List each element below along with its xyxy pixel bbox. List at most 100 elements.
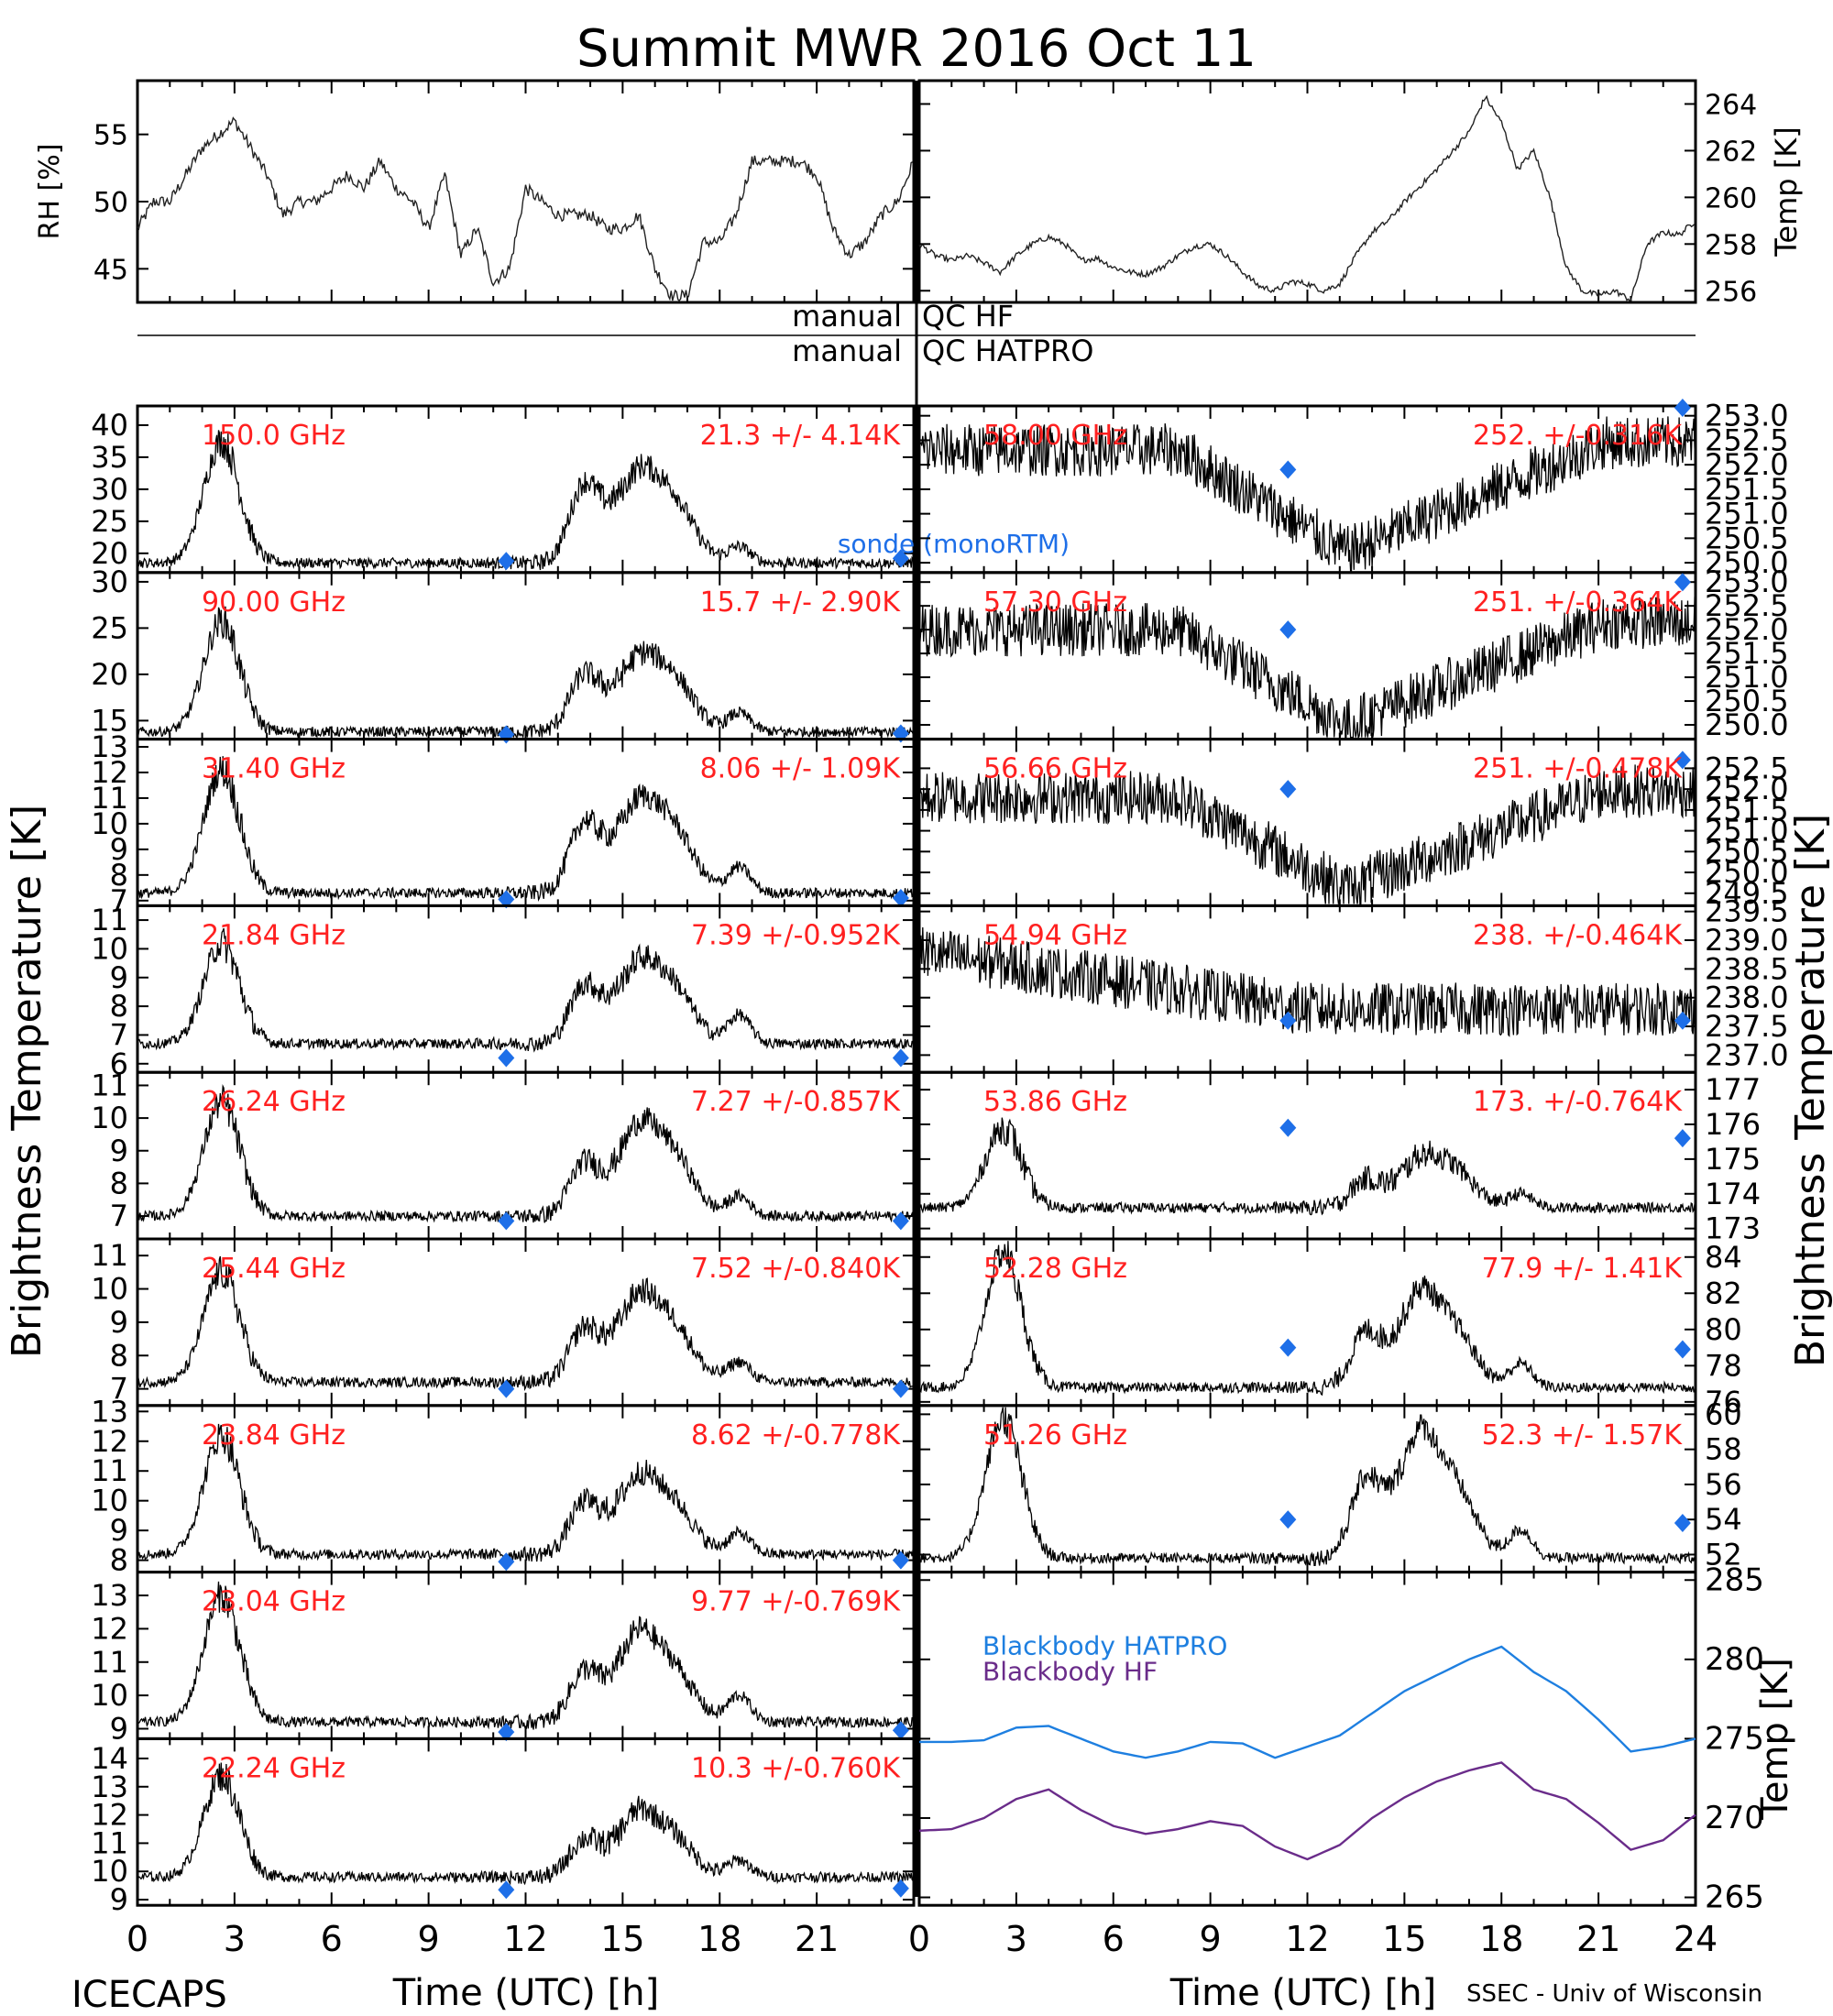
rh-panel <box>136 79 916 304</box>
right-channel-1-freq-label: 57.30 GHz <box>983 586 1127 619</box>
y-tick-label: 8 <box>110 1338 128 1373</box>
left-channel-6-freq-label: 23.84 GHz <box>202 1419 346 1452</box>
y-tick-label: 9 <box>110 1305 128 1340</box>
right-channel-4-freq-label: 53.86 GHz <box>983 1086 1127 1118</box>
y-tick-label: 251.5 <box>1705 636 1789 671</box>
blackbody-legend-0: Blackbody HATPRO <box>982 1631 1227 1661</box>
y-tick-label: 176 <box>1705 1107 1761 1142</box>
y-tick-label: 10 <box>91 1678 128 1713</box>
right-channel-2-freq-label: 56.66 GHz <box>983 753 1127 785</box>
y-tick-label: 260 <box>1705 182 1757 214</box>
right-channel-2-trace <box>918 764 1696 905</box>
y-tick-label: 252.0 <box>1705 772 1789 806</box>
blackbody-series-1 <box>918 1761 1696 1861</box>
y-tick-label: 250.5 <box>1705 520 1789 555</box>
y-tick-label: 174 <box>1705 1177 1761 1211</box>
y-tick-label: 252.5 <box>1705 751 1789 785</box>
x-tick-label: 24 <box>1674 1919 1718 1959</box>
y-tick-label: 237.0 <box>1705 1037 1789 1072</box>
y-tick-label: 84 <box>1705 1240 1742 1275</box>
x-tick-label: 3 <box>224 1919 246 1959</box>
y-tick-label: 11 <box>91 1645 128 1680</box>
left-channel-7-stat-label: 9.77 +/-0.769K <box>691 1586 901 1618</box>
y-tick-label: 7 <box>110 1017 128 1052</box>
qc-hf-label: QC HF <box>922 299 1014 334</box>
y-tick-label: 280 <box>1705 1641 1764 1678</box>
y-tick-label: 253.0 <box>1705 399 1789 433</box>
left-channel-5-model-point <box>892 1379 909 1398</box>
y-tick-label: 55 <box>93 120 128 152</box>
right-channel-2-model-point <box>1279 780 1297 799</box>
y-tick-label: 54 <box>1705 1502 1742 1537</box>
right-channel-5-model-point <box>1279 1338 1297 1357</box>
temp-panel <box>917 79 1697 304</box>
x-tick-label: 12 <box>1285 1919 1329 1959</box>
right-channel-0-model-point <box>1279 460 1297 479</box>
blackbody-panel-x-ticks <box>918 1572 1696 1906</box>
right-channel-4-model-point <box>1674 1129 1691 1148</box>
temp-axis-label: Temp [K] <box>1769 126 1804 257</box>
y-tick-label: 12 <box>91 1611 128 1646</box>
left-channel-7-model-point <box>892 1721 909 1740</box>
right-channel-2-model-point <box>1674 751 1691 770</box>
x-tick-label: 15 <box>1382 1919 1426 1959</box>
x-tick-label: 12 <box>503 1919 547 1959</box>
y-tick-label: 251.0 <box>1705 814 1789 849</box>
y-tick-label: 251.0 <box>1705 660 1789 695</box>
y-tick-label: 237.5 <box>1705 1009 1789 1044</box>
blackbody-legend-1: Blackbody HF <box>982 1657 1158 1687</box>
left-channel-4-model-point <box>892 1211 909 1231</box>
blackbody-panel <box>917 1571 1697 1907</box>
left-channel-3-stat-label: 7.39 +/-0.952K <box>691 919 901 951</box>
left-channel-7-trace <box>137 1581 915 1730</box>
y-tick-label: 6 <box>110 1046 128 1081</box>
y-tick-label: 10 <box>91 1101 128 1135</box>
y-tick-label: 173 <box>1705 1211 1761 1246</box>
left-channel-0-model-point <box>892 549 909 568</box>
left-x-tick-labels: 0 3 6 9 12 15 18 21 <box>126 1919 839 1959</box>
left-channel-5-model-point <box>498 1379 515 1398</box>
left-channel-6-stat-label: 8.62 +/-0.778K <box>691 1419 901 1452</box>
left-channel-7-freq-label: 23.04 GHz <box>202 1586 346 1618</box>
rh-panel-x-ticks <box>137 81 915 302</box>
y-tick-label: 20 <box>91 536 128 571</box>
right-channel-6-model-point <box>1279 1510 1297 1529</box>
left-channel-7-model-point <box>498 1723 515 1742</box>
right-channel-6-freq-label: 51.26 GHz <box>983 1419 1127 1452</box>
left-channel-2-freq-label: 31.40 GHz <box>202 753 346 785</box>
left-channel-2-stat-label: 8.06 +/- 1.09K <box>700 753 902 785</box>
y-tick-label: 177 <box>1705 1072 1761 1107</box>
y-tick-label: 270 <box>1705 1800 1764 1836</box>
y-tick-label: 56 <box>1705 1467 1742 1502</box>
y-tick-label: 13 <box>91 1769 128 1804</box>
right-x-tick-labels: 0 3 6 9 12 15 18 21 24 <box>908 1919 1718 1959</box>
right-y-axis-label: Brightness Temperature [K] <box>1787 814 1833 1367</box>
right-channel-5-freq-label: 52.28 GHz <box>983 1253 1127 1285</box>
right-channel-3-model-point <box>1279 1011 1297 1030</box>
y-tick-label: 285 <box>1705 1561 1764 1598</box>
y-tick-label: 11 <box>91 1068 128 1102</box>
right-x-axis-label: Time (UTC) [h] <box>1169 1972 1436 2014</box>
y-tick-label: 7 <box>110 1199 128 1233</box>
y-tick-label: 15 <box>91 703 128 738</box>
right-channel-5-trace <box>918 1241 1696 1397</box>
y-tick-label: 9 <box>110 1513 128 1548</box>
x-tick-label: 18 <box>1479 1919 1523 1959</box>
right-channel-6-stat-label: 52.3 +/- 1.57K <box>1482 1419 1684 1452</box>
x-tick-label: 3 <box>1005 1919 1027 1959</box>
y-tick-label: 30 <box>91 472 128 507</box>
y-tick-label: 7 <box>110 883 128 918</box>
right-channel-0-trace <box>918 416 1696 572</box>
y-tick-label: 239.0 <box>1705 923 1789 958</box>
y-tick-label: 256 <box>1705 276 1757 308</box>
